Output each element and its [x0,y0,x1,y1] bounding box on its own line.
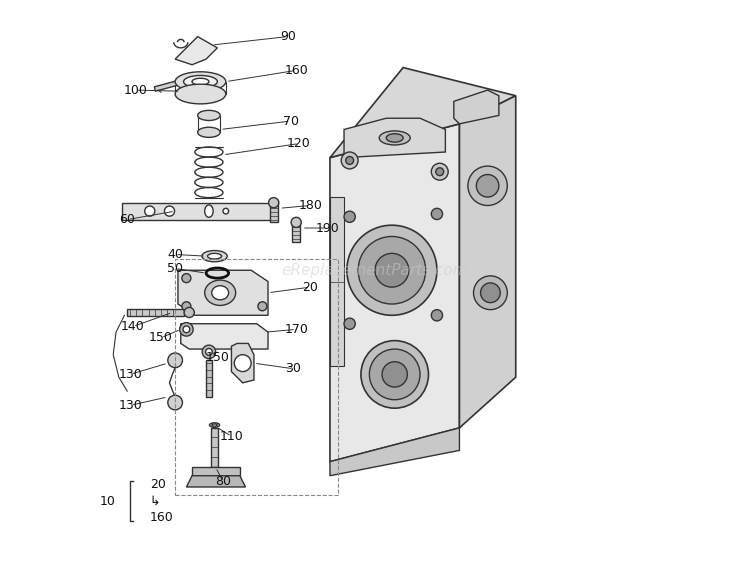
Polygon shape [181,324,268,349]
Circle shape [183,326,190,333]
Text: 150: 150 [149,331,173,345]
Circle shape [182,302,191,311]
Text: 90: 90 [280,30,296,43]
Circle shape [182,274,191,283]
Text: 130: 130 [118,368,142,381]
Polygon shape [330,124,460,462]
Ellipse shape [164,206,175,216]
Circle shape [341,152,358,169]
Bar [206,360,212,397]
Ellipse shape [198,127,220,137]
Ellipse shape [212,424,217,426]
Circle shape [344,211,355,222]
Ellipse shape [476,175,499,197]
Circle shape [431,310,442,321]
Text: 120: 120 [287,137,310,150]
Circle shape [431,208,442,220]
Ellipse shape [211,285,229,300]
Ellipse shape [176,84,226,104]
Bar [154,79,185,91]
Polygon shape [192,467,240,476]
Ellipse shape [208,253,221,259]
Text: 40: 40 [167,248,183,261]
Bar [128,309,184,316]
Text: eReplacementParts.com: eReplacementParts.com [282,263,468,278]
Ellipse shape [380,131,410,145]
Bar [292,220,300,242]
Ellipse shape [473,276,507,310]
Ellipse shape [202,251,227,262]
Text: 140: 140 [121,320,145,333]
Circle shape [168,395,182,410]
Ellipse shape [268,198,279,208]
Circle shape [344,318,355,329]
Text: 170: 170 [284,323,308,336]
Text: 20: 20 [302,280,318,294]
Ellipse shape [205,205,213,217]
Ellipse shape [468,166,507,205]
Text: 20: 20 [150,477,166,491]
Text: 70: 70 [283,114,298,128]
Text: 50: 50 [167,262,183,275]
Text: 130: 130 [118,399,142,412]
Text: 60: 60 [119,213,135,226]
Polygon shape [176,37,217,65]
Polygon shape [454,90,499,124]
Polygon shape [187,476,245,487]
Text: 80: 80 [215,475,231,488]
Polygon shape [460,96,516,428]
Text: 100: 100 [124,83,148,97]
Ellipse shape [346,225,437,315]
Ellipse shape [192,78,209,85]
Ellipse shape [205,280,236,305]
Circle shape [180,323,194,336]
Ellipse shape [291,217,302,227]
Polygon shape [178,270,268,315]
Circle shape [431,163,448,180]
Ellipse shape [369,349,420,400]
Circle shape [234,355,251,372]
Ellipse shape [481,283,500,303]
Circle shape [436,168,444,176]
Polygon shape [330,428,460,476]
Text: 160: 160 [150,511,173,525]
Bar [122,203,274,220]
Circle shape [206,348,212,355]
Text: 110: 110 [220,430,243,443]
Text: ↳: ↳ [150,494,160,508]
Ellipse shape [198,110,220,120]
Text: 190: 190 [315,221,339,235]
Ellipse shape [382,361,407,387]
Polygon shape [330,68,516,158]
Ellipse shape [223,208,229,214]
Text: 30: 30 [286,362,302,376]
Polygon shape [344,118,446,158]
Circle shape [258,302,267,311]
Ellipse shape [361,341,428,408]
Polygon shape [232,343,254,383]
Circle shape [168,353,182,368]
Text: 160: 160 [284,64,308,77]
Ellipse shape [358,236,426,304]
Bar [211,428,218,467]
Circle shape [202,345,216,359]
Text: 150: 150 [206,351,230,364]
Ellipse shape [184,307,194,318]
Ellipse shape [184,75,218,88]
Polygon shape [330,197,344,366]
Bar [270,200,278,222]
Text: 180: 180 [298,199,322,212]
Ellipse shape [386,133,404,142]
Circle shape [346,157,353,164]
Ellipse shape [176,72,226,91]
Ellipse shape [209,423,220,427]
Ellipse shape [145,206,154,216]
Text: 10: 10 [100,494,116,508]
Ellipse shape [375,253,409,287]
